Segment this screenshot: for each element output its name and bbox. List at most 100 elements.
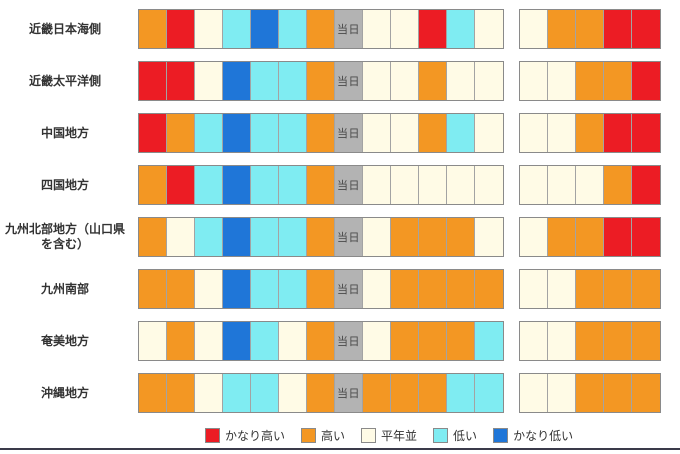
forecast-cell <box>475 114 503 152</box>
forecast-cell <box>447 166 475 204</box>
forecast-cell <box>576 270 604 308</box>
forecast-cell <box>167 322 195 360</box>
forecast-cell <box>391 270 419 308</box>
forecast-cell <box>279 114 307 152</box>
forecast-cell <box>576 374 604 412</box>
forecast-cell <box>447 374 475 412</box>
outlook-forecast-block <box>519 321 661 361</box>
forecast-cell <box>475 270 503 308</box>
forecast-cell <box>223 166 251 204</box>
forecast-row: 九州南部 当日 <box>0 269 661 309</box>
forecast-cell <box>307 114 335 152</box>
today-label: 当日 <box>337 24 360 36</box>
forecast-cell <box>223 218 251 256</box>
main-forecast-block: 当日 <box>138 113 504 153</box>
forecast-cell <box>391 322 419 360</box>
forecast-cell <box>307 62 335 100</box>
today-label: 当日 <box>337 232 360 244</box>
legend-swatch <box>493 428 509 443</box>
forecast-cell <box>223 270 251 308</box>
today-cell: 当日 <box>335 374 363 412</box>
forecast-cell <box>223 322 251 360</box>
forecast-cell <box>363 218 391 256</box>
region-label: 奄美地方 <box>40 333 89 348</box>
forecast-cell <box>167 218 195 256</box>
forecast-cell <box>307 166 335 204</box>
forecast-cell <box>139 166 167 204</box>
forecast-cell <box>475 322 503 360</box>
forecast-cell <box>632 322 660 360</box>
forecast-cell <box>419 374 447 412</box>
today-cell: 当日 <box>335 166 363 204</box>
legend-label: かなり低い <box>513 429 574 443</box>
forecast-cell <box>576 10 604 48</box>
outlook-forecast-block <box>519 165 661 205</box>
today-cell: 当日 <box>335 322 363 360</box>
forecast-cell <box>195 322 223 360</box>
forecast-cell <box>279 374 307 412</box>
today-cell: 当日 <box>335 270 363 308</box>
forecast-cell <box>604 114 632 152</box>
forecast-cell <box>520 62 548 100</box>
forecast-cell <box>419 114 447 152</box>
region-label: 九州南部 <box>40 281 89 296</box>
today-cell: 当日 <box>335 114 363 152</box>
forecast-cell <box>548 62 576 100</box>
forecast-cell <box>139 218 167 256</box>
forecast-cell <box>475 62 503 100</box>
forecast-cell <box>391 62 419 100</box>
forecast-cell <box>167 62 195 100</box>
today-label: 当日 <box>337 128 360 140</box>
region-label: 四国地方 <box>40 177 89 192</box>
forecast-cell <box>447 270 475 308</box>
forecast-cell <box>419 322 447 360</box>
forecast-cell <box>548 10 576 48</box>
forecast-cell <box>632 166 660 204</box>
forecast-cell <box>307 322 335 360</box>
forecast-cell <box>139 322 167 360</box>
forecast-cell <box>251 166 279 204</box>
forecast-cell <box>139 62 167 100</box>
forecast-cell <box>167 10 195 48</box>
region-label: 近畿太平洋側 <box>28 73 101 88</box>
forecast-cell <box>279 62 307 100</box>
forecast-cell <box>251 270 279 308</box>
forecast-cell <box>251 10 279 48</box>
main-forecast-block: 当日 <box>138 61 504 101</box>
forecast-cell <box>391 218 419 256</box>
forecast-cell <box>419 218 447 256</box>
forecast-cell <box>548 322 576 360</box>
forecast-cell <box>195 166 223 204</box>
forecast-row: 奄美地方 当日 <box>0 321 661 361</box>
forecast-cell <box>475 10 503 48</box>
forecast-cell <box>419 62 447 100</box>
forecast-cell <box>447 62 475 100</box>
today-cell: 当日 <box>335 62 363 100</box>
forecast-cell <box>520 218 548 256</box>
forecast-cell <box>548 166 576 204</box>
forecast-cell <box>548 270 576 308</box>
forecast-cell <box>195 218 223 256</box>
forecast-cell <box>195 374 223 412</box>
outlook-forecast-block <box>519 113 661 153</box>
forecast-cell <box>279 218 307 256</box>
legend-swatch <box>361 428 377 443</box>
region-label: 九州北部地方（山口県を含む） <box>4 222 125 251</box>
forecast-cell <box>139 10 167 48</box>
today-label: 当日 <box>337 388 360 400</box>
forecast-cell <box>576 218 604 256</box>
forecast-cell <box>548 374 576 412</box>
forecast-cell <box>363 166 391 204</box>
forecast-cell <box>520 10 548 48</box>
forecast-cell <box>195 10 223 48</box>
forecast-cell <box>632 218 660 256</box>
forecast-cell <box>419 10 447 48</box>
forecast-cell <box>167 114 195 152</box>
forecast-cell <box>167 270 195 308</box>
forecast-cell <box>167 374 195 412</box>
forecast-cell <box>223 114 251 152</box>
forecast-cell <box>548 218 576 256</box>
forecast-cell <box>604 166 632 204</box>
outlook-forecast-block <box>519 9 661 49</box>
forecast-cell <box>475 218 503 256</box>
